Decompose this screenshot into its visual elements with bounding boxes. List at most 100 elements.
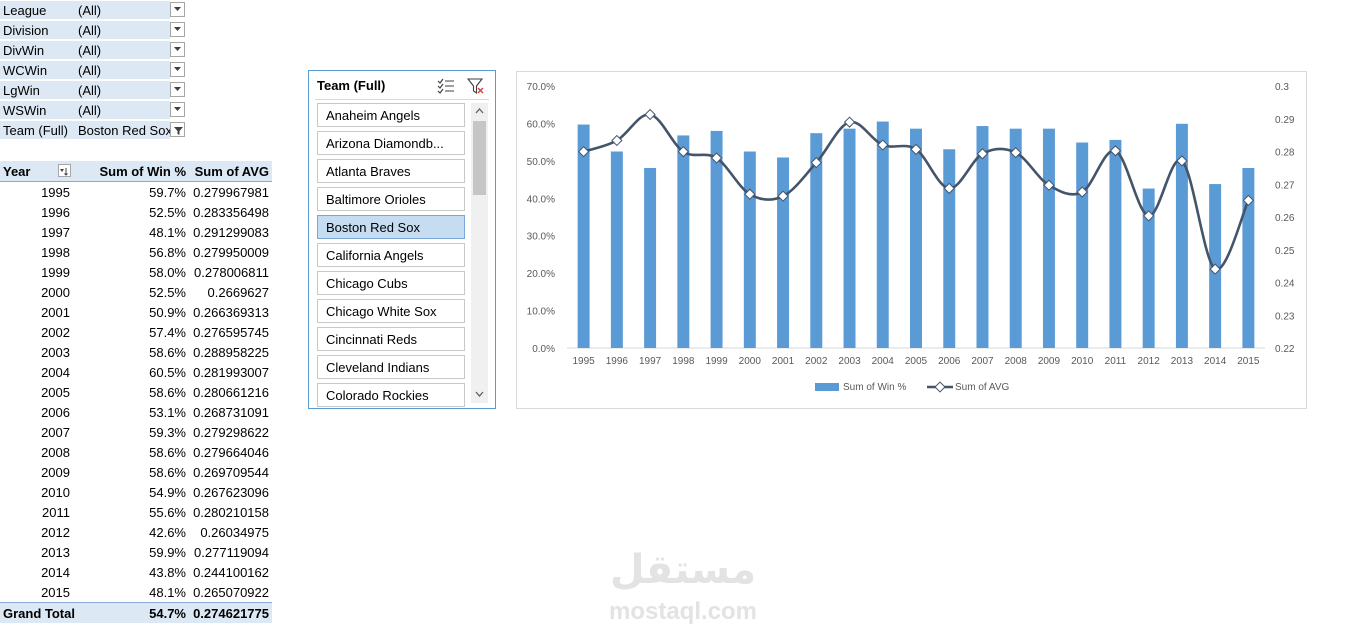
- avg-cell: 0.265070922: [193, 585, 269, 600]
- slicer-divider: [315, 99, 489, 100]
- slicer-scrollbar[interactable]: [471, 103, 488, 403]
- avg-point: [1209, 263, 1221, 275]
- pivot-row: 2006 53.1% 0.268731091: [0, 402, 272, 422]
- avg-cell: 0.269709544: [193, 465, 269, 480]
- year-cell: 2014: [41, 565, 70, 580]
- x-tick-label: 1995: [572, 356, 595, 367]
- filter-cell-bg: [0, 1, 170, 19]
- year-cell: 1998: [41, 245, 70, 260]
- avg-point: [843, 116, 856, 128]
- filter-dropdown-button[interactable]: [170, 42, 185, 57]
- slicer-item[interactable]: Cincinnati Reds: [317, 327, 465, 351]
- x-tick-label: 2005: [905, 356, 928, 367]
- win-pct-cell: 59.3%: [149, 425, 186, 440]
- x-tick-label: 1997: [639, 356, 662, 367]
- pivot-table: Year Sum of Win % Sum of AVG 1995 59.7% 0.…: [0, 161, 272, 623]
- filter-cell-bg: [0, 81, 170, 99]
- filter-name: DivWin: [3, 43, 45, 58]
- slicer-item[interactable]: Cleveland Indians: [317, 355, 465, 379]
- scroll-thumb[interactable]: [473, 121, 486, 195]
- legend-bar-label: Sum of Win %: [843, 382, 906, 393]
- clear-filter-icon[interactable]: [466, 77, 485, 95]
- filter-dropdown-button[interactable]: [170, 82, 185, 97]
- chevron-down-icon: [174, 87, 181, 91]
- filter-cell-bg: [0, 121, 170, 139]
- watermark-arabic: مستقل: [609, 547, 757, 593]
- win-pct-cell: 57.4%: [149, 325, 186, 340]
- x-tick-label: 2014: [1204, 356, 1227, 367]
- filter-dropdown-icon: [60, 168, 68, 176]
- y2-tick-label: 0.24: [1275, 279, 1295, 290]
- filter-dropdown-button[interactable]: [170, 22, 185, 37]
- slicer-item[interactable]: Anaheim Angels: [317, 103, 465, 127]
- pivot-row: 2003 58.6% 0.288958225: [0, 342, 272, 362]
- watermark-latin: mostaql.com: [608, 598, 758, 625]
- year-cell: 2011: [42, 505, 70, 520]
- slicer-item[interactable]: California Angels: [317, 243, 465, 267]
- avg-cell: 0.279967981: [193, 185, 269, 200]
- x-tick-label: 2001: [772, 356, 795, 367]
- scroll-up-icon[interactable]: [475, 107, 484, 116]
- filter-dropdown-button[interactable]: [170, 62, 185, 77]
- avg-cell: 0.279298622: [193, 425, 269, 440]
- avg-point: [910, 143, 922, 155]
- filter-dropdown-button[interactable]: [170, 102, 185, 117]
- slicer-item[interactable]: Baltimore Orioles: [317, 187, 465, 211]
- year-sort-filter-button[interactable]: [58, 164, 71, 177]
- multi-select-icon[interactable]: [437, 77, 455, 95]
- avg-cell: 0.288958225: [193, 345, 269, 360]
- year-cell: 1997: [41, 225, 70, 240]
- pivot-row: 2015 48.1% 0.265070922: [0, 582, 272, 602]
- slicer-item[interactable]: Chicago White Sox: [317, 299, 465, 323]
- year-cell: 1995: [41, 185, 70, 200]
- pivot-row: 1995 59.7% 0.279967981: [0, 182, 272, 202]
- slicer-item[interactable]: Atlanta Braves: [317, 159, 465, 183]
- avg-point: [810, 156, 822, 169]
- scroll-down-icon[interactable]: [475, 390, 484, 399]
- x-tick-label: 2013: [1171, 356, 1194, 367]
- x-tick-label: 1998: [672, 356, 695, 367]
- filter-row: WCWin (All): [0, 60, 187, 80]
- avg-point: [943, 182, 955, 195]
- y-tick-label: 0.0%: [532, 344, 555, 355]
- x-tick-label: 2015: [1237, 356, 1260, 367]
- slicer-item[interactable]: Chicago Cubs: [317, 271, 465, 295]
- slicer-item[interactable]: Colorado Rockies: [317, 383, 465, 407]
- bar: [910, 128, 922, 348]
- slicer-item-label: Boston Red Sox: [326, 220, 420, 235]
- year-cell: 1996: [41, 205, 70, 220]
- slicer-item[interactable]: Boston Red Sox: [317, 215, 465, 239]
- filter-value: (All): [78, 83, 102, 98]
- y-tick-label: 20.0%: [527, 269, 555, 280]
- chevron-down-icon: [174, 7, 181, 11]
- bar: [943, 149, 956, 348]
- win-pct-cell: 52.5%: [149, 285, 186, 300]
- grand-total-avg: 0.274621775: [193, 606, 269, 621]
- y-tick-label: 60.0%: [527, 119, 555, 130]
- bar: [1076, 142, 1089, 348]
- year-cell: 2010: [41, 485, 70, 500]
- filter-name: WCWin: [3, 63, 48, 78]
- pivot-row: 2004 60.5% 0.281993007: [0, 362, 272, 382]
- avg-cell: 0.279950009: [193, 245, 269, 260]
- win-pct-cell: 48.1%: [149, 585, 186, 600]
- combo-chart[interactable]: 70.0% 60.0% 50.0% 40.0% 30.0% 20.0% 10.0% 0.0% 0…: [516, 71, 1307, 409]
- bar: [1242, 167, 1255, 348]
- filter-name: WSWin: [3, 103, 47, 118]
- filter-dropdown-button[interactable]: [170, 2, 185, 17]
- legend-line-label: Sum of AVG: [955, 382, 1010, 393]
- x-tick-label: 2009: [1038, 356, 1061, 367]
- filter-applied-button[interactable]: [170, 122, 185, 137]
- x-tick-label: 2008: [1005, 356, 1028, 367]
- avg-point: [976, 148, 989, 160]
- avg-cell: 0.26034975: [200, 525, 269, 540]
- bar: [1142, 188, 1155, 348]
- win-pct-cell: 58.6%: [149, 445, 186, 460]
- slicer-item[interactable]: Arizona Diamondb...: [317, 131, 465, 155]
- team-slicer: Team (Full) Anaheim Angels Arizona Diamon…: [308, 70, 496, 409]
- avg-cell: 0.266369313: [193, 305, 269, 320]
- win-pct-cell: 54.9%: [149, 485, 186, 500]
- bar: [777, 157, 790, 348]
- bar: [843, 128, 856, 348]
- y2-tick-label: 0.26: [1275, 213, 1295, 224]
